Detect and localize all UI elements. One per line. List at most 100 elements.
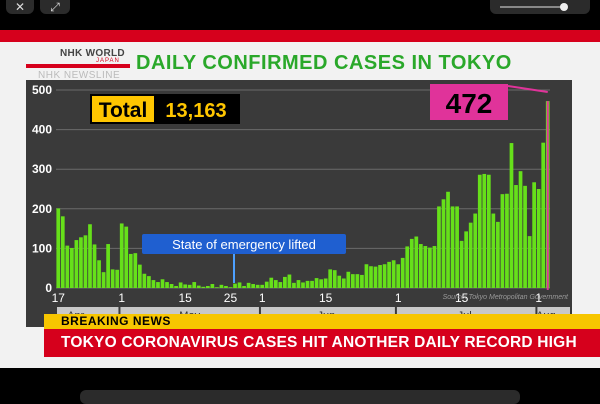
y-tick-label: 300 [32,162,52,176]
bar [210,284,215,288]
bar [409,238,414,288]
bar [65,245,70,288]
y-tick-label: 400 [32,123,52,137]
bar [156,282,160,288]
bar [147,276,151,288]
logo-red-stripe [26,64,130,68]
bar [74,240,79,288]
bar [473,213,478,288]
bar [496,221,500,288]
bar [142,273,147,288]
bar [455,206,459,288]
bar [355,274,360,288]
bar [292,282,296,288]
record-callout-pointer [507,85,548,93]
bar [310,280,314,288]
volume-slider[interactable] [490,0,590,14]
x-tick-label: 15 [455,291,469,305]
logo-subtext: JAPAN [96,58,120,64]
bar [509,143,514,288]
headline-text: TOKYO CORONAVIRUS CASES HIT ANOTHER DAIL… [61,334,577,351]
source-credit: Source: Tokyo Metropolitan Government [442,294,568,301]
x-tick-label: 17 [52,291,66,305]
bar [314,278,319,288]
bar [382,264,387,288]
bar [396,264,401,288]
nhk-world-logo: NHK WORLD JAPAN NHK NEWSLINE [26,48,130,82]
bar [518,171,523,288]
top-red-band [0,30,600,42]
bar [391,260,396,288]
annotation-box [142,234,346,254]
viewer-top-bar: ✕ ⤢ [0,0,600,28]
y-tick-label: 500 [32,83,52,97]
bar [174,286,178,288]
bar [260,284,265,288]
bar [264,281,269,288]
bar [400,257,405,288]
total-label-bg [92,96,154,122]
bar [486,174,491,288]
bar [88,224,92,288]
record-callout-box [430,84,508,120]
bar [441,199,446,288]
bar [459,240,464,288]
bar [337,275,342,288]
bar [269,277,274,288]
bar [83,235,88,288]
bar [224,286,228,288]
playback-controls[interactable] [80,390,520,404]
bar [414,236,419,288]
bar [323,278,328,288]
x-tick-label: 15 [178,291,192,305]
bar [418,244,423,288]
bar [133,253,138,288]
bar [319,279,323,288]
logo-text: NHK WORLD [60,48,125,59]
cases-bar-chart: 010020030040050017115251151151Apr.MayJun… [32,83,570,322]
bar [287,274,292,288]
bar [387,261,391,288]
bar [192,282,197,288]
bar [405,246,410,288]
video-frame[interactable]: NHK WORLD JAPAN NHK NEWSLINE DAILY CONFI… [0,30,600,368]
bar [500,194,505,288]
bar [242,286,246,288]
bar [101,272,106,288]
bar [251,284,256,288]
x-tick-label: 1 [259,291,266,305]
bar [446,191,450,288]
total-label: Total [99,99,148,122]
total-value: 13,163 [165,100,226,122]
bar [183,284,188,288]
bar [305,280,310,288]
bar [301,282,305,288]
y-tick-label: 200 [32,202,52,216]
bar [165,282,169,288]
volume-track [500,6,562,8]
bar [423,246,428,288]
bar [115,269,120,288]
bar [437,206,441,288]
bar [332,270,337,288]
bar [450,206,455,288]
bar [233,283,237,288]
bar [428,247,432,288]
expand-button[interactable]: ⤢ [40,0,70,14]
bar [373,266,378,288]
bar [228,287,233,288]
bar [505,193,509,288]
annotation-text: State of emergency lifted [172,237,316,252]
bar [296,280,301,288]
bar [201,286,206,288]
bar [468,222,473,288]
expand-icon: ⤢ [50,0,60,14]
headline-banner: TOKYO CORONAVIRUS CASES HIT ANOTHER DAIL… [44,329,600,357]
bar [187,284,192,288]
bar [482,173,487,288]
close-button[interactable]: ✕ [6,0,34,14]
volume-knob[interactable] [560,3,568,11]
bar [523,185,527,288]
y-tick-label: 100 [32,241,52,255]
bar [491,213,496,288]
